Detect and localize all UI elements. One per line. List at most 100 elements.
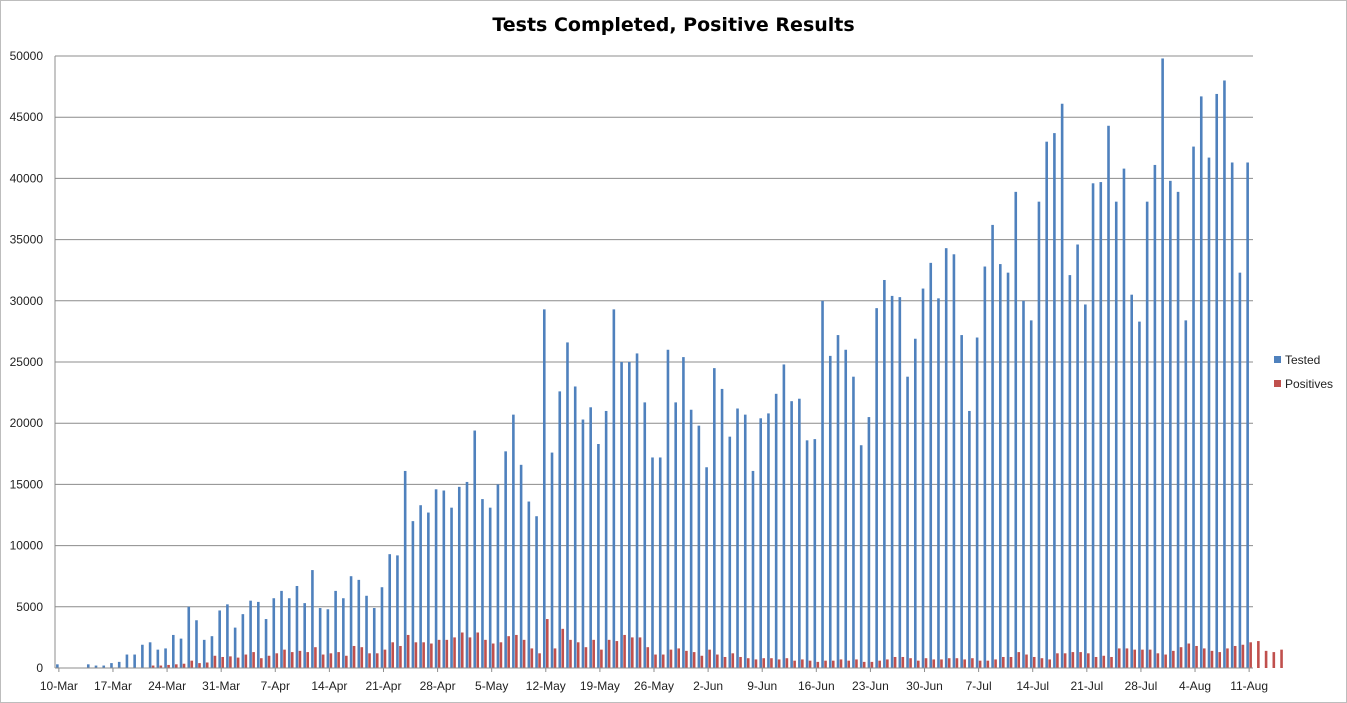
y-tick-label: 30000 bbox=[10, 294, 44, 308]
bar-tested bbox=[1153, 164, 1157, 668]
x-tick-label: 9-Jun bbox=[747, 679, 777, 693]
bar-tested bbox=[1161, 58, 1164, 668]
bar-tested bbox=[1107, 125, 1110, 668]
bar-positives bbox=[1264, 650, 1268, 668]
bar-positives bbox=[1195, 645, 1198, 668]
bar-positives bbox=[538, 653, 541, 668]
bar-positives bbox=[855, 659, 858, 668]
x-tick-label: 28-Apr bbox=[420, 679, 456, 693]
bar-positives bbox=[1125, 648, 1129, 668]
bar-positives bbox=[151, 665, 155, 668]
bar-tested bbox=[318, 608, 322, 668]
x-tick-label: 28-Jul bbox=[1125, 679, 1158, 693]
bar-tested bbox=[628, 362, 631, 668]
bar-tested bbox=[767, 413, 770, 668]
bar-positives bbox=[360, 647, 364, 668]
bar-tested bbox=[342, 598, 345, 668]
bar-tested bbox=[550, 452, 554, 668]
bar-tested bbox=[195, 620, 198, 668]
bar-tested bbox=[852, 376, 855, 668]
bar-tested bbox=[1223, 80, 1226, 669]
bar-positives bbox=[1071, 652, 1075, 668]
bar-tested bbox=[349, 576, 353, 668]
x-axis: 10-Mar 17-Mar 24-Mar 31-Mar 7-Apr 14-Apr 21-Ap… bbox=[40, 667, 1268, 693]
bar-tested bbox=[1037, 201, 1041, 668]
bar-positives bbox=[924, 658, 928, 668]
bar-positives bbox=[909, 658, 912, 668]
bar-positives bbox=[692, 652, 696, 668]
x-tick-label: 24-Mar bbox=[148, 679, 186, 693]
bar-tested bbox=[56, 664, 59, 668]
bar-tested bbox=[1076, 244, 1079, 668]
bar-tested bbox=[697, 425, 701, 668]
bar-positives bbox=[1079, 652, 1082, 668]
bar-tested bbox=[1246, 162, 1249, 669]
y-tick-label: 20000 bbox=[10, 416, 44, 430]
bar-positives bbox=[1110, 656, 1113, 668]
bar-tested bbox=[651, 457, 654, 668]
bar-positives bbox=[1032, 656, 1036, 668]
bar-tested bbox=[218, 610, 221, 668]
bar-positives bbox=[746, 658, 750, 668]
bar-tested bbox=[1192, 146, 1195, 668]
bar-positives bbox=[754, 659, 758, 668]
y-tick-label: 0 bbox=[36, 661, 43, 675]
bar-positives bbox=[391, 642, 395, 668]
bar-tested bbox=[1022, 300, 1025, 668]
bar-tested bbox=[720, 388, 724, 668]
bar-tested bbox=[890, 295, 894, 668]
bar-tested bbox=[1207, 157, 1211, 668]
x-tick-label: 21-Apr bbox=[365, 679, 401, 693]
bar-positives bbox=[1233, 645, 1237, 668]
legend-swatch-tested bbox=[1274, 356, 1281, 363]
bar-positives bbox=[870, 661, 874, 668]
x-tick-label: 12-May bbox=[526, 679, 566, 693]
bar-tested bbox=[1138, 321, 1141, 668]
bar-positives bbox=[932, 659, 936, 668]
bar-positives bbox=[229, 656, 232, 668]
bar-tested bbox=[287, 598, 291, 668]
bar-positives bbox=[468, 637, 472, 668]
bar-positives bbox=[499, 642, 503, 668]
bar-positives bbox=[561, 628, 565, 668]
bar-positives bbox=[445, 639, 449, 668]
bar-tested bbox=[813, 439, 817, 668]
bar-positives bbox=[167, 664, 170, 668]
bar-positives bbox=[615, 641, 619, 668]
bar-positives bbox=[623, 634, 626, 668]
bar-tested bbox=[566, 342, 569, 668]
bar-positives bbox=[1202, 648, 1206, 668]
bar-tested bbox=[280, 590, 283, 668]
bar-positives bbox=[716, 654, 719, 668]
bar-tested bbox=[94, 665, 98, 668]
legend-label-tested: Tested bbox=[1285, 353, 1321, 367]
bar-tested bbox=[357, 579, 361, 668]
bar-tested bbox=[898, 297, 902, 668]
bar-tested bbox=[187, 606, 191, 668]
bar-tested bbox=[1176, 191, 1180, 669]
bar-positives bbox=[762, 658, 766, 668]
bar-positives bbox=[1257, 641, 1260, 668]
bar-tested bbox=[991, 224, 994, 668]
bar-positives bbox=[600, 649, 603, 668]
bar-positives bbox=[770, 658, 773, 668]
bar-positives bbox=[414, 642, 418, 668]
x-tick-label: 10-Mar bbox=[40, 679, 78, 693]
bar-tested bbox=[844, 349, 848, 668]
bar-tested bbox=[581, 419, 585, 668]
bar-positives bbox=[839, 659, 843, 668]
bar-positives bbox=[816, 661, 820, 668]
bar-tested bbox=[1099, 182, 1103, 668]
bar-positives bbox=[576, 642, 580, 668]
bar-positives bbox=[901, 656, 905, 668]
bar-positives bbox=[955, 658, 959, 668]
bar-positives bbox=[422, 642, 425, 668]
y-tick-label: 10000 bbox=[10, 539, 44, 553]
bar-positives bbox=[399, 645, 402, 668]
bar-positives bbox=[940, 659, 943, 668]
bar-positives bbox=[723, 656, 727, 668]
bar-positives bbox=[831, 660, 835, 668]
bar-positives bbox=[275, 653, 279, 668]
legend-item-tested: Tested bbox=[1274, 353, 1320, 367]
bar-positives bbox=[1241, 644, 1245, 668]
